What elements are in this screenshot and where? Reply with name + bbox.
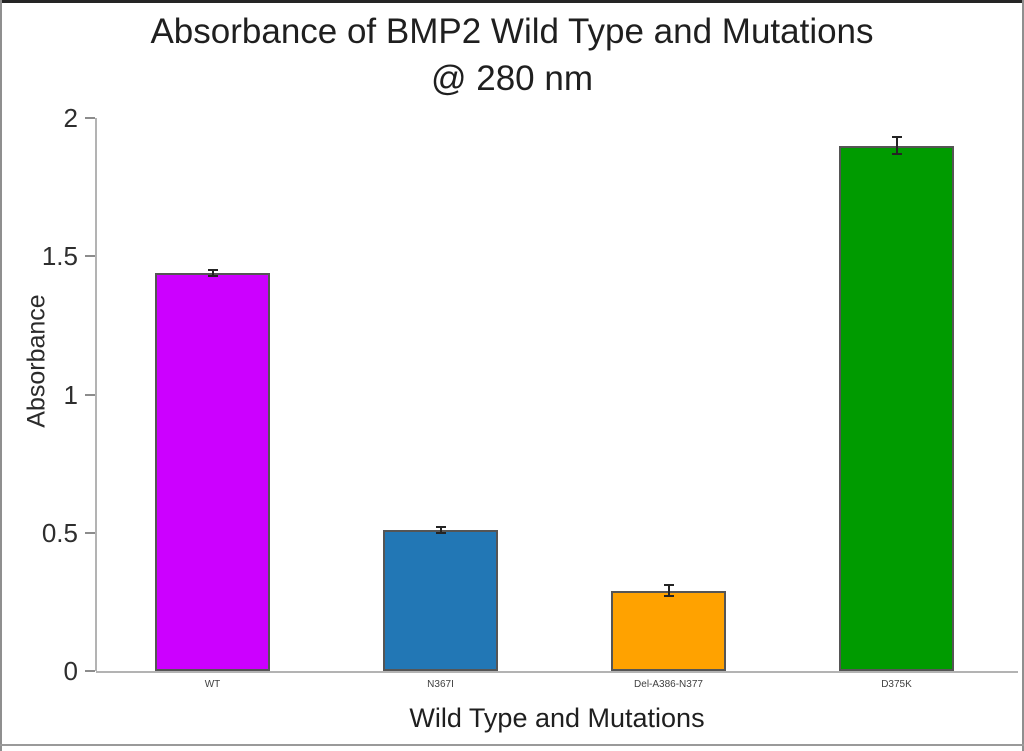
y-tick-mark bbox=[85, 255, 95, 258]
error-bar-cap-bottom bbox=[207, 274, 218, 277]
x-tick-label: WT bbox=[204, 679, 221, 690]
error-bar-line bbox=[211, 270, 214, 276]
error-bar-line bbox=[667, 585, 670, 597]
x-tick-label: Del-A386-N377 bbox=[634, 679, 703, 690]
bar bbox=[839, 145, 954, 671]
y-tick-mark bbox=[85, 670, 95, 672]
bar bbox=[611, 590, 726, 671]
y-axis-line bbox=[95, 118, 97, 671]
y-tick-mark bbox=[85, 393, 95, 396]
error-bar-cap-bottom bbox=[663, 595, 674, 598]
error-bar-cap-bottom bbox=[891, 152, 902, 155]
error-bar-cap-top bbox=[891, 136, 902, 139]
image-border-left bbox=[0, 0, 2, 751]
y-tick-label: 2 bbox=[63, 103, 78, 133]
chart-title-line2: @ 280 nm bbox=[431, 59, 593, 98]
error-bar-cap-top bbox=[435, 526, 446, 529]
error-bar-line bbox=[895, 137, 898, 154]
error-bar-cap-top bbox=[207, 269, 218, 272]
error-bar-cap-top bbox=[663, 584, 674, 587]
y-tick-mark bbox=[85, 531, 95, 534]
x-tick-label: D375K bbox=[881, 679, 912, 690]
chart-title-line1: Absorbance of BMP2 Wild Type and Mutatio… bbox=[150, 12, 874, 51]
image-border-bottom bbox=[0, 744, 1024, 746]
bar bbox=[155, 272, 270, 671]
y-tick-mark bbox=[85, 117, 95, 119]
chart-title: Absorbance of BMP2 Wild Type and Mutatio… bbox=[0, 8, 1024, 102]
y-tick-label: 0 bbox=[63, 656, 78, 686]
x-axis-line bbox=[96, 671, 1018, 673]
y-tick-label: 1.5 bbox=[41, 241, 78, 272]
y-tick-label: 0.5 bbox=[41, 517, 78, 548]
x-axis-title: Wild Type and Mutations bbox=[409, 703, 705, 733]
error-bar-line bbox=[439, 527, 442, 533]
y-tick-label: 1 bbox=[63, 379, 78, 410]
image-border-top bbox=[0, 0, 1024, 3]
error-bar-cap-bottom bbox=[435, 531, 446, 534]
x-tick-label: N367I bbox=[427, 679, 454, 690]
bar bbox=[383, 529, 498, 671]
image-border-right bbox=[1022, 0, 1024, 751]
